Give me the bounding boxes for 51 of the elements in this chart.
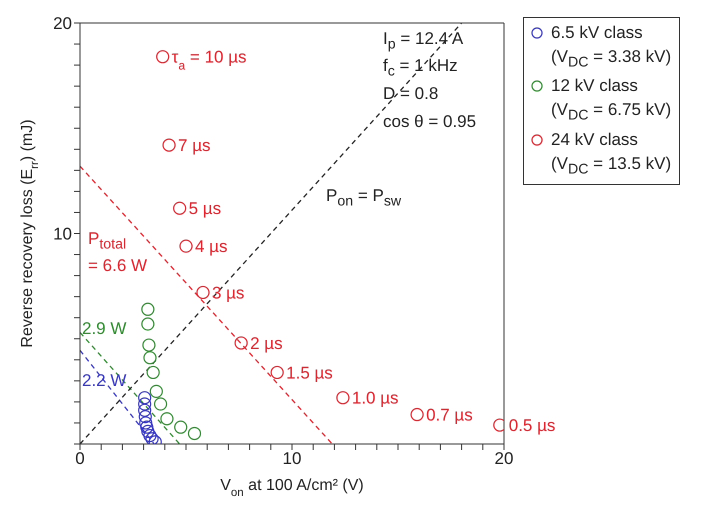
point <box>143 428 157 442</box>
annotation: 5 µs <box>188 199 222 218</box>
point <box>336 391 350 404</box>
point <box>138 391 152 404</box>
point <box>138 410 152 424</box>
point <box>141 317 154 331</box>
legend-label: 12 kV class (V$_{DC}$ = 6.75 kV) <box>551 75 672 126</box>
annotation: 2.9 W <box>82 318 126 340</box>
annotation: 2 µs <box>250 334 283 353</box>
point <box>188 426 202 440</box>
annotation: 0.5 µs <box>508 416 556 436</box>
point <box>150 384 163 398</box>
point <box>162 138 176 152</box>
point <box>142 338 156 352</box>
annotation: I$_{p}$ = 12.4 A <box>383 28 464 54</box>
point <box>154 397 168 411</box>
point <box>156 50 170 64</box>
annotation: P$_{total}$ = 6.6 W <box>88 228 148 278</box>
point <box>146 366 160 380</box>
x-axis-title: V$_{on}$ at 100 A/cm² (V) <box>220 477 364 499</box>
point <box>138 397 152 411</box>
x-tick-label: 20 <box>494 449 514 468</box>
annotation: 7 µs <box>178 136 211 156</box>
point <box>234 336 248 350</box>
legend-label: 24 kV class (V$_{DC}$ = 13.5 kV) <box>551 128 672 180</box>
annotation: 4 µs <box>195 237 228 256</box>
point <box>196 286 210 300</box>
point <box>270 366 284 380</box>
annotation: 1.0 µs <box>352 388 399 408</box>
annotation: cos θ = 0.95 <box>383 111 476 133</box>
annotation: P$_{on}$ = P$_{sw}$ <box>326 185 402 212</box>
annotation: τ$_{a}$ = 10 µs <box>172 48 247 73</box>
annotation: 0.7 µs <box>426 406 473 425</box>
point <box>141 424 154 438</box>
x-tick-label: 10 <box>282 449 302 468</box>
point <box>179 240 193 253</box>
legend-label: 6.5 kV class (V$_{DC}$ = 3.38 kV) <box>551 22 672 72</box>
point <box>160 412 174 426</box>
annotation: 2.2 W <box>82 370 126 392</box>
point <box>145 432 159 444</box>
point <box>139 416 152 430</box>
x-tick-label: 0 <box>75 449 85 468</box>
point <box>143 351 157 364</box>
point <box>173 202 186 215</box>
annotation: D = 0.8 <box>383 83 438 105</box>
point <box>138 404 152 417</box>
annotation: 1.5 µs <box>286 363 333 382</box>
point <box>140 420 154 434</box>
point <box>410 408 424 422</box>
point <box>141 302 154 316</box>
point <box>174 420 188 434</box>
